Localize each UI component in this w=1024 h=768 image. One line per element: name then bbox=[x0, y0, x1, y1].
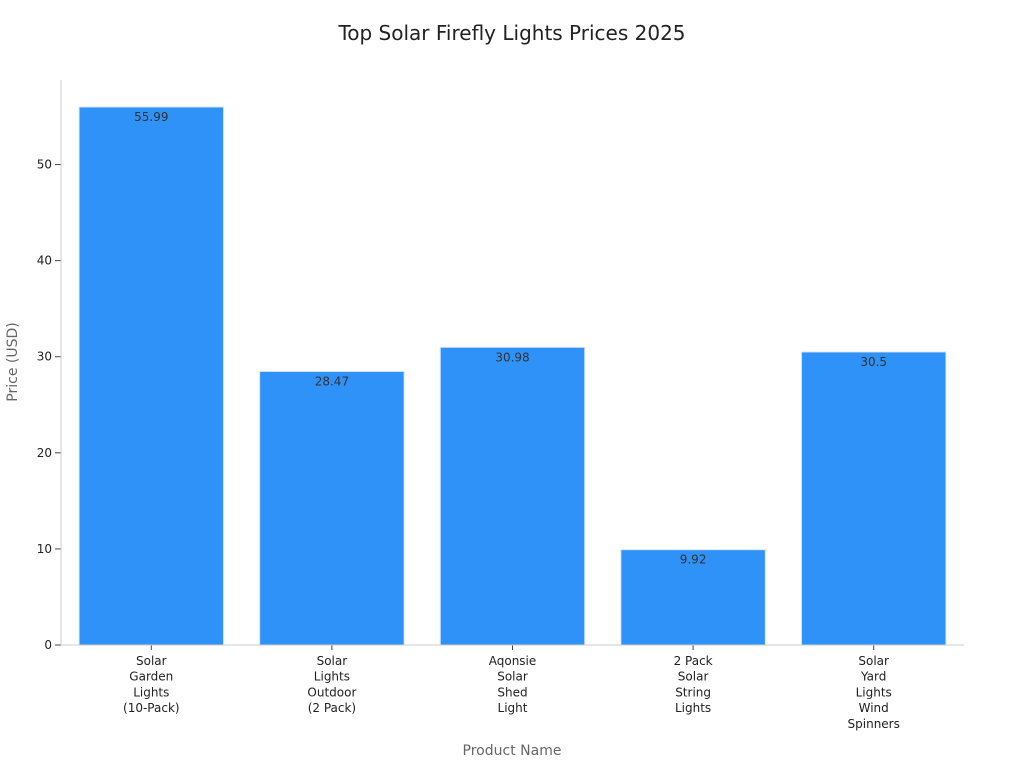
x-tick-label-line: Garden bbox=[129, 670, 173, 684]
x-tick-label-line: Lights bbox=[856, 685, 892, 699]
x-tick-label-line: Light bbox=[498, 701, 528, 715]
bar-value-label: 28.47 bbox=[315, 374, 349, 388]
x-tick-label: Solar Garden Lights (10-Pack) bbox=[123, 654, 180, 715]
x-tick-label-line: Solar bbox=[136, 654, 167, 668]
bar bbox=[78, 106, 225, 646]
x-tick-label-line: Yard bbox=[860, 670, 886, 684]
x-tick-label-line: Aqonsie bbox=[489, 654, 537, 668]
x-tick-label: Solar Lights Outdoor (2 Pack) bbox=[307, 654, 356, 715]
y-axis-ticks: 0 10 20 30 40 50 bbox=[37, 158, 61, 652]
bar bbox=[800, 351, 947, 646]
x-tick-label-line: Wind bbox=[859, 701, 889, 715]
bar-data-labels: 55.99 28.47 30.98 9.92 30.5 bbox=[134, 110, 887, 567]
y-tick-label: 50 bbox=[37, 158, 52, 172]
x-tick-label: Solar Yard Lights Wind Spinners bbox=[848, 654, 900, 731]
x-tick-label-line: Solar bbox=[678, 670, 709, 684]
x-tick-label: 2 Pack Solar String Lights bbox=[674, 654, 713, 715]
x-tick-label-line: (10-Pack) bbox=[123, 701, 180, 715]
y-tick-label: 20 bbox=[37, 446, 52, 460]
bar bbox=[259, 370, 405, 646]
y-tick-label: 10 bbox=[37, 542, 52, 556]
x-tick-label-line: String bbox=[675, 685, 711, 699]
x-tick-label-line: Solar bbox=[317, 654, 348, 668]
x-tick-label-line: Lights bbox=[133, 685, 169, 699]
x-tick-label: Aqonsie Solar Shed Light bbox=[489, 654, 537, 715]
bar-value-label: 9.92 bbox=[680, 553, 707, 567]
y-tick-label: 0 bbox=[44, 638, 52, 652]
bar-value-label: 30.98 bbox=[495, 350, 529, 364]
x-tick-label-line: Solar bbox=[858, 654, 889, 668]
bar bbox=[439, 346, 586, 646]
x-tick-label-line: Solar bbox=[497, 670, 528, 684]
chart-title: Top Solar Firefly Lights Prices 2025 bbox=[337, 21, 685, 45]
x-tick-label-line: (2 Pack) bbox=[308, 701, 356, 715]
y-axis-title: Price (USD) bbox=[5, 322, 21, 401]
bars-group bbox=[78, 106, 947, 646]
bar-value-label: 55.99 bbox=[134, 110, 168, 124]
x-tick-label-line: Outdoor bbox=[307, 685, 356, 699]
bar-value-label: 30.5 bbox=[860, 355, 887, 369]
x-axis-title: Product Name bbox=[463, 743, 562, 759]
bar bbox=[620, 549, 766, 646]
y-tick-label: 40 bbox=[37, 254, 52, 268]
x-tick-label-line: Spinners bbox=[848, 717, 900, 731]
x-tick-label-line: Shed bbox=[497, 685, 527, 699]
x-tick-label-line: Lights bbox=[314, 670, 350, 684]
x-tick-label-line: Lights bbox=[675, 701, 711, 715]
y-tick-label: 30 bbox=[37, 350, 52, 364]
x-tick-label-line: 2 Pack bbox=[674, 654, 713, 668]
x-axis-ticks: Solar Garden Lights (10-Pack)Solar Lights Out… bbox=[123, 645, 900, 731]
